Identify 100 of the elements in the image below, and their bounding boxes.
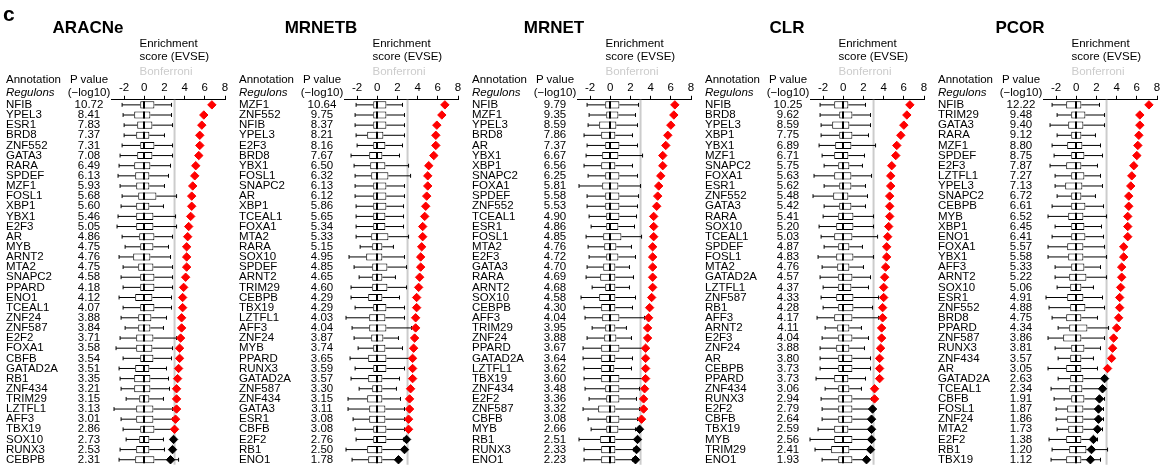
y-tick-label: SOX10 [6,432,44,445]
y-tick-label: YBX1 [239,158,269,171]
point [642,333,653,343]
y2-tick-label: 7.37 [77,128,101,141]
point [176,323,187,333]
y-tick-label: CBFB [6,351,37,364]
y2-tick-label: 3.88 [776,341,800,354]
y-tick-label: ESR1 [705,179,736,192]
x-tick-label: 8 [920,81,928,94]
y2-tick-label: 6.89 [776,138,800,151]
chart-title: MRNETB [284,17,358,37]
y-tick-label: RB1 [938,442,961,455]
point [885,191,895,201]
y2-tick-label: 4.83 [776,250,800,263]
y-tick-label: ZNF552 [938,300,980,313]
point [881,242,892,252]
y2-tick-label: 3.08 [310,412,334,425]
y2-tick-label: 6.45 [1009,219,1033,232]
y2-tick-label: 3.21 [77,381,101,394]
point [1114,302,1125,313]
y2-tick-label: 10.72 [74,98,104,111]
point [1085,455,1096,465]
x-tick-label: 0 [1073,81,1080,94]
y2-tick-label: 4.76 [776,260,800,273]
y2-tick-label: 4.85 [543,229,567,242]
point [869,394,880,404]
x-tick-label: 0 [141,81,148,94]
point [1123,231,1133,242]
y-tick-label: XBP1 [472,158,502,171]
y2-tick-label: 1.73 [1009,422,1033,435]
point [661,140,671,151]
point [407,363,418,374]
point [648,231,659,242]
y2-tick-label: 3.57 [1009,351,1033,364]
y-tick-label: SPDEF [472,189,511,202]
y-tick-label: PPARD [938,321,977,334]
y-tick-label: MTA2 [938,422,968,435]
point [407,373,418,384]
y-tick-label: FOXA1 [239,219,277,232]
y2-tick-label: 3.80 [776,351,800,364]
y2-tick-label: 4.34 [1009,321,1033,334]
point [899,120,909,130]
y2-tick-label: 2.56 [776,432,800,445]
y2-tick-label: 4.86 [543,219,567,232]
y-tick-label: SPDEF [6,169,45,182]
x-axis-title: Enrichment score (EVSE) [605,37,676,63]
x-tick-label: 6 [1133,81,1141,94]
y-tick-label: RARA [239,239,272,252]
y2-tick-label: 8.80 [1009,138,1033,151]
x-tick-label: 4 [880,81,888,94]
y-tick-label: ZNF552 [705,189,747,202]
y-tick-label: ZNF434 [705,381,748,394]
point [440,100,450,110]
y2-tick-label: 3.95 [543,321,567,334]
y-tick-label: GATAD2A [938,371,991,384]
point [417,231,428,242]
y2-tick-label: 4.18 [77,280,101,293]
y2-tick-label: 5.33 [310,229,334,242]
y-tick-label: AR [472,138,488,151]
y-tick-label: FOXA1 [6,341,44,354]
point [1111,323,1122,333]
point [174,353,185,364]
y-tick-label: MTA2 [472,239,502,252]
point [1135,110,1145,120]
y-tick-label: E2F3 [6,219,34,232]
point [408,343,419,353]
text: Annotation [6,73,61,86]
x-tick-label: 2 [1093,81,1100,94]
y2-tick-label: 4.70 [543,260,567,273]
point [892,140,902,151]
y-tick-label: ENO1 [705,452,737,465]
y-tick-label: MZF1 [6,179,37,192]
x-tick-label: 8 [1153,81,1161,94]
y-tick-label: RUNX3 [6,442,45,455]
x-axis-title: Enrichment score (EVSE) [838,37,909,63]
y-tick-label: ZNF24 [938,412,974,425]
y2-tick-label: 6.71 [776,148,800,161]
y2-tick-label: 6.13 [77,169,101,182]
y-tick-label: AR [705,351,721,364]
point [169,424,180,435]
y2-tick-label: 3.06 [776,381,800,394]
point [171,384,182,394]
y2-tick-label: 8.59 [543,118,567,131]
point [405,384,416,394]
point [663,130,673,140]
y2-tick-label: 2.41 [776,442,800,455]
y2-tick-label: 4.72 [543,250,567,263]
y2-tick-label: 3.71 [77,331,101,344]
point [640,343,651,353]
point [875,343,886,353]
point [407,353,418,364]
y-tick-label: MTA2 [6,260,36,273]
y-tick-label: NFIB [472,98,499,111]
x-tick-label: -2 [352,81,363,94]
y2-tick-label: 5.42 [776,199,800,212]
y-tick-label: RUNX3 [472,442,511,455]
point [177,292,188,303]
point [886,171,896,181]
y-tick-label: AFF3 [6,412,35,425]
y-tick-label: CBFB [938,392,969,405]
